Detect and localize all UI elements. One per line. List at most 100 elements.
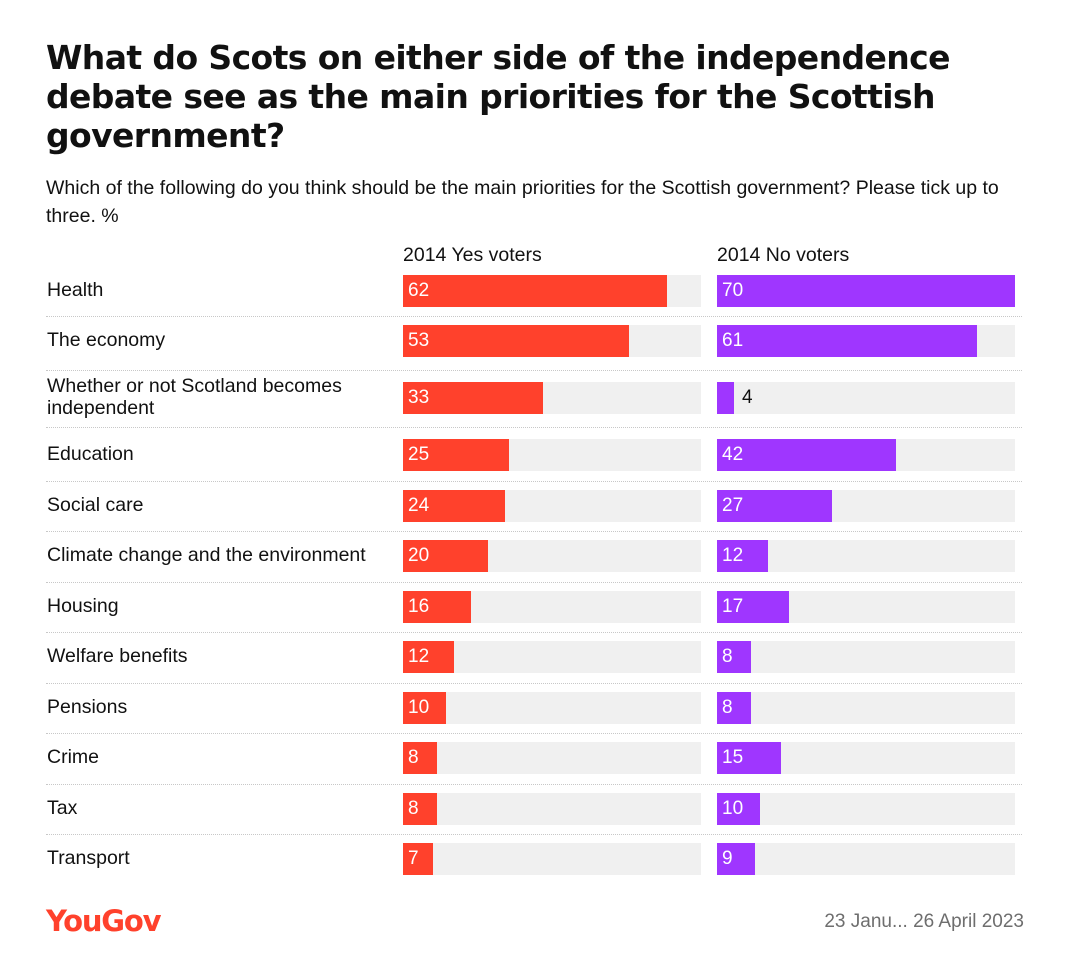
- yes-bar: [403, 843, 433, 875]
- yes-value-label: 16: [408, 596, 430, 617]
- no-bar: [717, 591, 789, 623]
- category-label: Housing: [47, 595, 119, 617]
- no-bar: [717, 692, 751, 724]
- no-value-label: 70: [722, 280, 744, 301]
- no-bar: [717, 325, 977, 357]
- yes-value-label: 10: [408, 697, 430, 718]
- yes-bar: [403, 742, 437, 774]
- row-separator: [46, 834, 1022, 835]
- yes-bar: [403, 325, 629, 357]
- row-separator: [46, 316, 1022, 317]
- row-separator: [46, 582, 1022, 583]
- yes-bar: [403, 641, 454, 673]
- row-separator: [46, 632, 1022, 633]
- no-value-label: 4: [742, 387, 753, 408]
- category-label: Health: [47, 279, 104, 301]
- category-label: Pensions: [47, 696, 128, 718]
- yes-bar-track: 62: [403, 275, 701, 307]
- row-separator: [46, 370, 1022, 371]
- no-bar: [717, 793, 760, 825]
- category-label: Education: [47, 443, 134, 465]
- yougov-logo: YouGov: [46, 904, 162, 938]
- chart-subtitle: Which of the following do you think shou…: [46, 177, 999, 227]
- no-value-label: 27: [722, 495, 744, 516]
- row-separator: [46, 733, 1022, 734]
- yes-bar-track: 33: [403, 382, 701, 414]
- row-separator: [46, 531, 1022, 532]
- yes-bar-track: 16: [403, 591, 701, 623]
- no-value-label: 8: [722, 697, 733, 718]
- category-label: Transport: [47, 847, 130, 869]
- yes-bar-track: 53: [403, 325, 701, 357]
- yes-value-label: 62: [408, 280, 430, 301]
- series-no-header: 2014 No voters: [717, 244, 850, 266]
- no-bar-track: 8: [717, 641, 1015, 673]
- no-bar-track: 42: [717, 439, 1015, 471]
- row-separator: [46, 784, 1022, 785]
- yes-bar: [403, 540, 488, 572]
- yes-bar: [403, 692, 446, 724]
- no-bar-track: 9: [717, 843, 1015, 875]
- yes-bar: [403, 490, 505, 522]
- yes-bar: [403, 439, 509, 471]
- category-label: Whether or not Scotland becomes independ…: [47, 375, 342, 419]
- no-bar: [717, 490, 832, 522]
- no-bar-track: 17: [717, 591, 1015, 623]
- yes-value-label: 20: [408, 545, 430, 566]
- yes-bar: [403, 591, 471, 623]
- no-bar: [717, 382, 734, 414]
- no-bar: [717, 439, 896, 471]
- no-value-label: 8: [722, 646, 733, 667]
- no-bar: [717, 275, 1015, 307]
- row-separator: [46, 427, 1022, 428]
- yes-value-label: 33: [408, 387, 430, 408]
- category-label: Welfare benefits: [47, 645, 188, 667]
- no-bar-track: 70: [717, 275, 1015, 307]
- category-label: Crime: [47, 746, 99, 768]
- no-bar-track: 8: [717, 692, 1015, 724]
- no-value-label: 61: [722, 330, 744, 351]
- no-value-label: 17: [722, 596, 744, 617]
- no-value-label: 42: [722, 444, 744, 465]
- yes-bar: [403, 382, 543, 414]
- yes-value-label: 8: [408, 747, 419, 768]
- yes-bar-track: 8: [403, 793, 701, 825]
- category-label: The economy: [47, 329, 166, 351]
- no-bar-track: 61: [717, 325, 1015, 357]
- chart-title: What do Scots on either side of the inde…: [46, 38, 951, 155]
- no-bar-track: 15: [717, 742, 1015, 774]
- yes-bar-track: 24: [403, 490, 701, 522]
- no-value-label: 9: [722, 848, 733, 869]
- category-label: Climate change and the environment: [47, 544, 366, 566]
- yes-bar-track: 7: [403, 843, 701, 875]
- no-value-label: 10: [722, 798, 744, 819]
- row-separator: [46, 683, 1022, 684]
- date-range: 23 Janu... 26 April 2023: [824, 911, 1024, 932]
- yes-bar-track: 12: [403, 641, 701, 673]
- no-bar: [717, 540, 768, 572]
- no-bar: [717, 742, 781, 774]
- yes-bar-track: 20: [403, 540, 701, 572]
- series-yes-header: 2014 Yes voters: [403, 244, 542, 266]
- yes-bar-track: 10: [403, 692, 701, 724]
- no-value-label: 15: [722, 747, 744, 768]
- row-separator: [46, 481, 1022, 482]
- category-label: Tax: [47, 797, 78, 819]
- no-bar-track: 12: [717, 540, 1015, 572]
- category-label: Social care: [47, 494, 144, 516]
- yes-value-label: 12: [408, 646, 430, 667]
- yes-value-label: 25: [408, 444, 430, 465]
- yes-value-label: 24: [408, 495, 430, 516]
- no-bar: [717, 843, 755, 875]
- no-value-label: 12: [722, 545, 744, 566]
- yes-value-label: 8: [408, 798, 419, 819]
- no-bar: [717, 641, 751, 673]
- yes-bar-track: 25: [403, 439, 701, 471]
- no-bar-track: 27: [717, 490, 1015, 522]
- yes-value-label: 7: [408, 848, 419, 869]
- no-bar-track: 4: [717, 382, 1015, 414]
- no-bar-track: 10: [717, 793, 1015, 825]
- yes-value-label: 53: [408, 330, 430, 351]
- yes-bar-track: 8: [403, 742, 701, 774]
